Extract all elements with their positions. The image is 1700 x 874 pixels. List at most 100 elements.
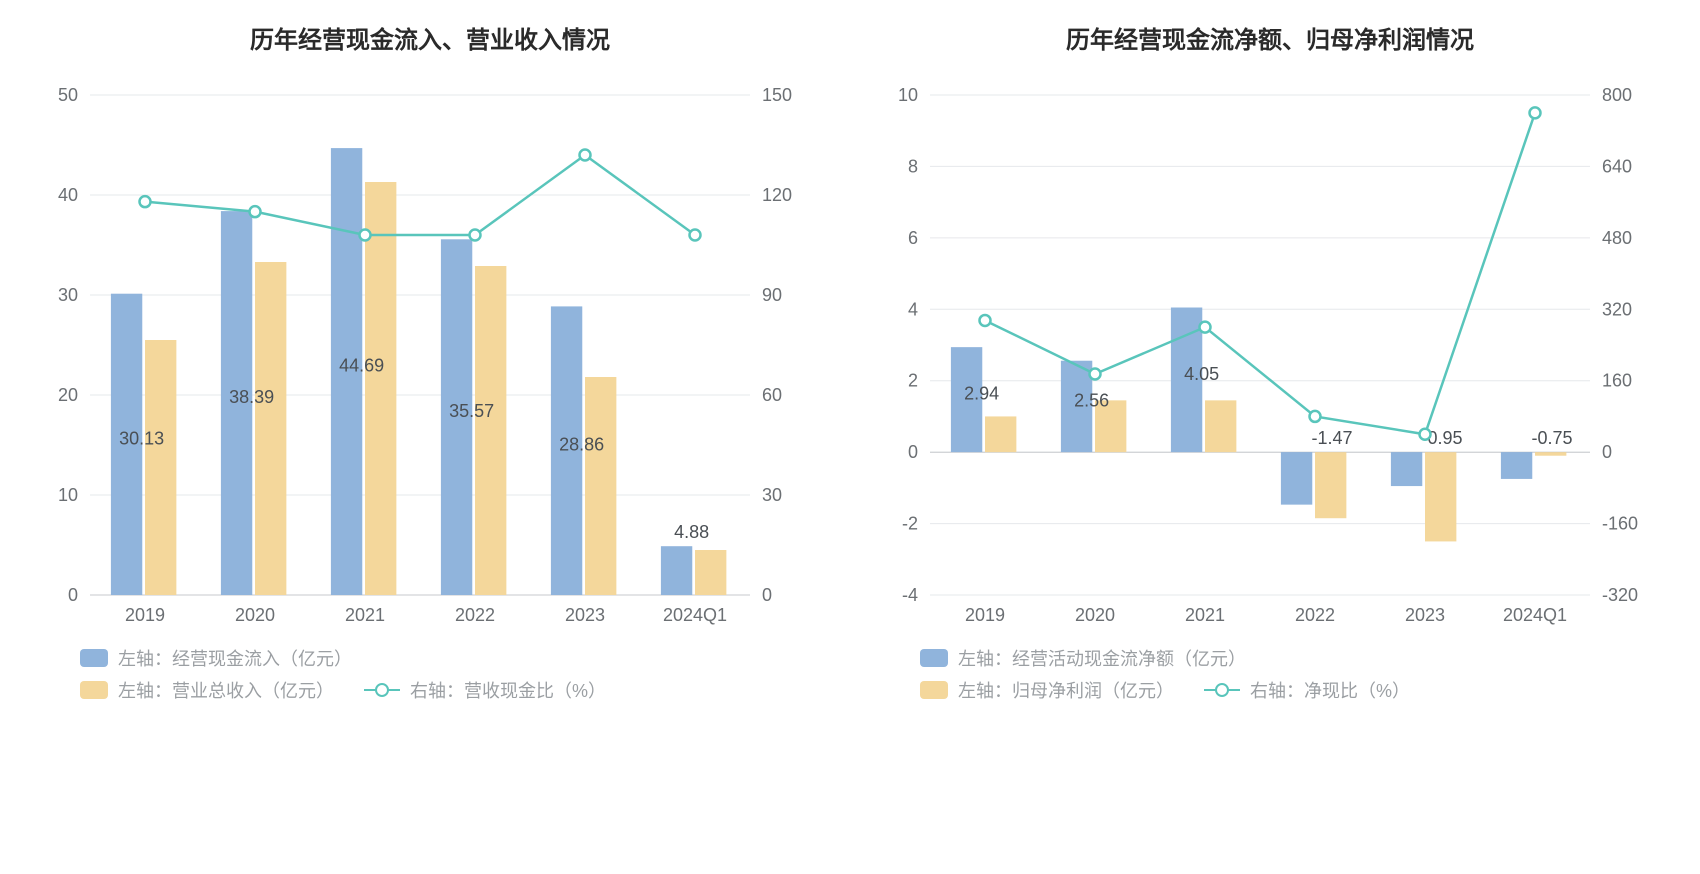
x-tick-label: 2022 [1295,605,1335,625]
legend-label: 左轴：营业总收入（亿元） [118,677,334,703]
svg-text:30: 30 [762,485,782,505]
bar-series1 [1281,452,1312,505]
bar-value-label: -1.47 [1312,428,1353,448]
bar-series2 [985,416,1016,452]
svg-text:20: 20 [58,385,78,405]
bar-series1 [1391,452,1422,486]
x-tick-label: 2023 [1405,605,1445,625]
chart-right: -4 -2 0 2 4 6 8 10 -320 -160 0 160 320 480 640 800 2.94 2… [870,75,1670,635]
bar-series2 [1315,452,1346,518]
right-panel: 历年经营现金流净额、归母净利润情况 -4 -2 0 2 4 6 8 10 -320 -160 0 16… [870,20,1670,709]
svg-text:150: 150 [762,85,792,105]
bar-value-label: -0.75 [1532,428,1573,448]
bar-series2 [255,262,286,595]
legend-right: 左轴：经营活动现金流净额（亿元） 左轴：归母净利润（亿元） 右轴：净现比（%） [870,635,1670,703]
line-marker [360,230,371,241]
legend-label: 左轴：经营现金流入（亿元） [118,645,352,671]
x-tick-label: 2024Q1 [663,605,727,625]
chart-title-right: 历年经营现金流净额、归母净利润情况 [870,20,1670,55]
bar-series1 [1501,452,1532,479]
legend-label: 右轴：净现比（%） [1250,677,1410,703]
svg-text:-320: -320 [1602,585,1638,605]
svg-text:160: 160 [1602,371,1632,391]
svg-text:6: 6 [908,228,918,248]
svg-text:480: 480 [1602,228,1632,248]
bar-value-label: 38.39 [229,387,274,407]
line-marker [250,206,261,217]
line-marker [980,315,991,326]
svg-text:120: 120 [762,185,792,205]
bar-series2 [475,266,506,595]
svg-text:-160: -160 [1602,514,1638,534]
legend-item-line-right: 右轴：净现比（%） [1204,677,1410,703]
line-marker [690,230,701,241]
x-tick-label: 2022 [455,605,495,625]
bar-value-label: 2.94 [964,384,999,404]
legend-label: 左轴：经营活动现金流净额（亿元） [958,645,1246,671]
chart-title-left: 历年经营现金流入、营业收入情况 [30,20,830,55]
x-tick-label: 2024Q1 [1503,605,1567,625]
svg-text:0: 0 [762,585,772,605]
bar-value-label: 2.56 [1074,390,1109,410]
legend-item-bar2-left: 左轴：营业总收入（亿元） [80,677,334,703]
chart-svg-right: -4 -2 0 2 4 6 8 10 -320 -160 0 160 320 480 640 800 2.94 2… [870,75,1650,635]
svg-text:640: 640 [1602,156,1632,176]
legend-label: 左轴：归母净利润（亿元） [958,677,1174,703]
legend-item-bar2-right: 左轴：归母净利润（亿元） [920,677,1174,703]
svg-text:50: 50 [58,85,78,105]
bar-series1 [661,546,692,595]
line-marker [1530,107,1541,118]
x-tick-label: 2019 [125,605,165,625]
x-tick-label: 2021 [345,605,385,625]
svg-text:-4: -4 [902,585,918,605]
line-marker [1090,369,1101,380]
x-tick-label: 2020 [1075,605,1115,625]
legend-item-bar1-right: 左轴：经营活动现金流净额（亿元） [920,645,1246,671]
bar-series2 [695,550,726,595]
bar-series2 [585,377,616,595]
svg-text:10: 10 [58,485,78,505]
svg-text:40: 40 [58,185,78,205]
dashboard-container: 历年经营现金流入、营业收入情况 010203040500306090120150… [30,20,1670,709]
svg-text:320: 320 [1602,299,1632,319]
bar-value-label: 4.05 [1184,364,1219,384]
bar-series2 [365,182,396,595]
x-tick-label: 2023 [565,605,605,625]
legend-item-bar1-left: 左轴：经营现金流入（亿元） [80,645,352,671]
line-marker [1310,411,1321,422]
line-marker [1420,429,1431,440]
svg-text:800: 800 [1602,85,1632,105]
svg-text:30: 30 [58,285,78,305]
line-marker [470,230,481,241]
svg-text:90: 90 [762,285,782,305]
bar-value-label: 44.69 [339,356,384,376]
line-marker [580,150,591,161]
bar-series2 [1205,400,1236,452]
x-tick-label: 2021 [1185,605,1225,625]
svg-text:0: 0 [1602,442,1612,462]
svg-text:8: 8 [908,156,918,176]
legend-left: 左轴：经营现金流入（亿元） 左轴：营业总收入（亿元） 右轴：营收现金比（%） [30,635,830,703]
bar-series2 [145,340,176,595]
svg-text:4: 4 [908,299,918,319]
bar-value-label: 28.86 [559,435,604,455]
svg-text:-2: -2 [902,514,918,534]
x-tick-label: 2020 [235,605,275,625]
svg-text:60: 60 [762,385,782,405]
svg-text:0: 0 [908,442,918,462]
line-marker [140,196,151,207]
legend-item-line-left: 右轴：营收现金比（%） [364,677,606,703]
x-tick-label: 2019 [965,605,1005,625]
svg-text:2: 2 [908,371,918,391]
bar-series2 [1425,452,1456,541]
bar-value-label: 35.57 [449,401,494,421]
bar-value-label: 30.13 [119,428,164,448]
legend-label: 右轴：营收现金比（%） [410,677,606,703]
chart-left: 0 10 20 30 40 50 0 30 60 90 120 150 30.13 2019 38.39 20… [30,75,830,635]
svg-text:0: 0 [68,585,78,605]
chart-svg-left: 0 10 20 30 40 50 0 30 60 90 120 150 30.13 2019 38.39 20… [30,75,810,635]
bar-value-label: 4.88 [674,522,709,542]
bar-series2 [1535,452,1566,456]
line-marker [1200,322,1211,333]
svg-text:10: 10 [898,85,918,105]
